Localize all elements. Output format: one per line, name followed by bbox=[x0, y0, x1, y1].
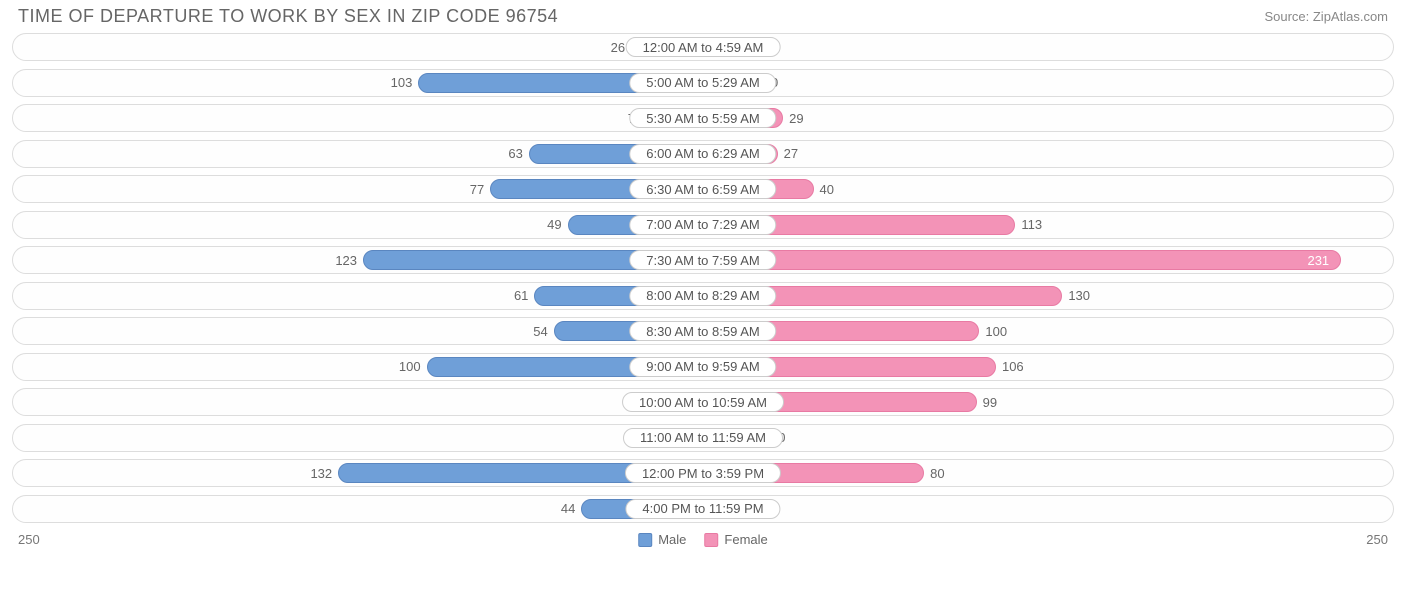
row-category-label: 4:00 PM to 11:59 PM bbox=[625, 499, 780, 519]
chart-row: 26812:00 AM to 4:59 AM bbox=[12, 33, 1394, 61]
male-value: 100 bbox=[399, 357, 427, 377]
chart-row: 49 113 7:00 AM to 7:29 AM bbox=[12, 211, 1394, 239]
chart-header: TIME OF DEPARTURE TO WORK BY SEX IN ZIP … bbox=[0, 0, 1406, 29]
female-value: 231 bbox=[1307, 250, 1329, 270]
female-swatch-icon bbox=[704, 533, 718, 547]
male-value: 63 bbox=[508, 144, 528, 164]
female-value: 40 bbox=[814, 179, 834, 199]
legend: Male Female bbox=[638, 532, 768, 547]
row-category-label: 5:00 AM to 5:29 AM bbox=[629, 73, 776, 93]
male-value: 61 bbox=[514, 286, 534, 306]
chart-row: 123 231 7:30 AM to 7:59 AM bbox=[12, 246, 1394, 274]
chart-source: Source: ZipAtlas.com bbox=[1264, 9, 1388, 24]
row-category-label: 12:00 PM to 3:59 PM bbox=[625, 463, 781, 483]
chart-row: 02011:00 AM to 11:59 AM bbox=[12, 424, 1394, 452]
female-value: 100 bbox=[979, 321, 1007, 341]
chart-row: 10305:00 AM to 5:29 AM bbox=[12, 69, 1394, 97]
chart-row: 132 80 12:00 PM to 3:59 PM bbox=[12, 459, 1394, 487]
row-category-label: 8:00 AM to 8:29 AM bbox=[629, 286, 776, 306]
row-category-label: 9:00 AM to 9:59 AM bbox=[629, 357, 776, 377]
chart-footer: 250 Male Female 250 bbox=[0, 530, 1406, 547]
row-category-label: 12:00 AM to 4:59 AM bbox=[626, 37, 781, 57]
row-category-label: 8:30 AM to 8:59 AM bbox=[629, 321, 776, 341]
axis-max-right: 250 bbox=[1366, 532, 1388, 547]
chart-row: 77 40 6:30 AM to 6:59 AM bbox=[12, 175, 1394, 203]
chart-row: 61 130 8:00 AM to 8:29 AM bbox=[12, 282, 1394, 310]
female-value: 99 bbox=[977, 392, 997, 412]
legend-female-label: Female bbox=[724, 532, 767, 547]
chart-title: TIME OF DEPARTURE TO WORK BY SEX IN ZIP … bbox=[18, 6, 558, 27]
female-value: 113 bbox=[1015, 215, 1042, 235]
chart-row: 7295:30 AM to 5:59 AM bbox=[12, 104, 1394, 132]
chart-row: 63 276:00 AM to 6:29 AM bbox=[12, 140, 1394, 168]
female-value: 80 bbox=[924, 463, 944, 483]
axis-max-left: 250 bbox=[18, 532, 40, 547]
chart-row: 4404:00 PM to 11:59 PM bbox=[12, 495, 1394, 523]
chart-row: 54 100 8:30 AM to 8:59 AM bbox=[12, 317, 1394, 345]
row-category-label: 6:00 AM to 6:29 AM bbox=[629, 144, 776, 164]
row-category-label: 5:30 AM to 5:59 AM bbox=[629, 108, 776, 128]
female-value: 29 bbox=[783, 108, 803, 128]
row-category-label: 11:00 AM to 11:59 AM bbox=[623, 428, 783, 448]
legend-male-label: Male bbox=[658, 532, 686, 547]
legend-female: Female bbox=[704, 532, 767, 547]
male-value: 123 bbox=[335, 250, 363, 270]
female-value: 130 bbox=[1062, 286, 1090, 306]
chart-row: 100 106 9:00 AM to 9:59 AM bbox=[12, 353, 1394, 381]
male-swatch-icon bbox=[638, 533, 652, 547]
row-category-label: 7:00 AM to 7:29 AM bbox=[629, 215, 776, 235]
male-value: 44 bbox=[561, 499, 581, 519]
male-value: 77 bbox=[470, 179, 490, 199]
male-value: 54 bbox=[533, 321, 553, 341]
female-value: 27 bbox=[778, 144, 798, 164]
male-value: 132 bbox=[310, 463, 338, 483]
male-value: 49 bbox=[547, 215, 567, 235]
male-value: 103 bbox=[391, 73, 419, 93]
female-bar bbox=[703, 250, 1341, 270]
chart-row: 09910:00 AM to 10:59 AM bbox=[12, 388, 1394, 416]
legend-male: Male bbox=[638, 532, 686, 547]
row-category-label: 7:30 AM to 7:59 AM bbox=[629, 250, 776, 270]
row-category-label: 10:00 AM to 10:59 AM bbox=[622, 392, 784, 412]
row-category-label: 6:30 AM to 6:59 AM bbox=[629, 179, 776, 199]
female-value: 106 bbox=[996, 357, 1024, 377]
chart-body: 26812:00 AM to 4:59 AM 10305:00 AM to 5:2… bbox=[0, 29, 1406, 523]
